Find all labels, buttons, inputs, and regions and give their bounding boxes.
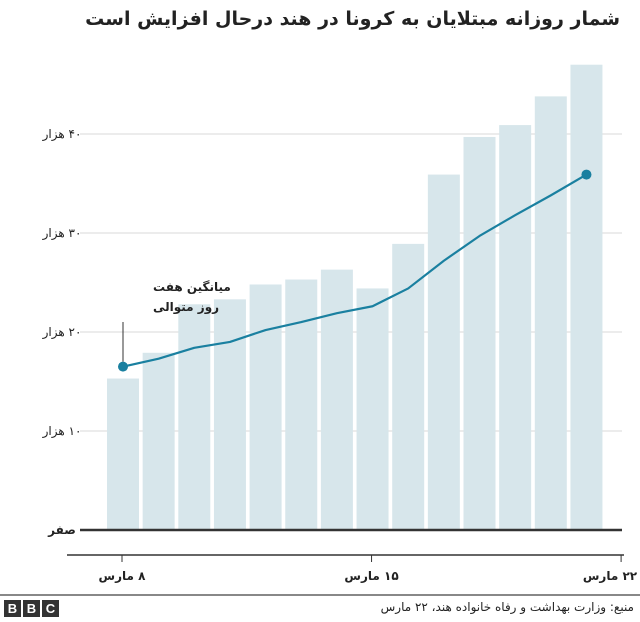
x-tick-label: ۸ مارس	[99, 569, 147, 583]
bar	[427, 174, 460, 530]
y-tick-label: ۳۰ هزار	[42, 226, 82, 241]
bbc-logo-letter: C	[42, 600, 59, 617]
annotation-text: روز متوالی	[153, 300, 219, 315]
bar	[213, 299, 246, 530]
chart-title: شمار روزانه مبتلایان به کرونا در هند درح…	[85, 8, 620, 30]
bar	[285, 279, 318, 530]
bar	[463, 136, 496, 530]
y-tick-label: صفر	[47, 523, 76, 537]
bar	[107, 378, 139, 530]
bar	[534, 96, 567, 530]
bbc-logo: B B C	[4, 600, 59, 617]
bar	[392, 243, 425, 530]
bar	[178, 304, 211, 530]
bbc-logo-letter: B	[23, 600, 40, 617]
bbc-logo-letter: B	[4, 600, 21, 617]
line-start-dot	[118, 361, 128, 372]
bar	[142, 352, 175, 530]
source-note: منبع: وزارت بهداشت و رفاه خانواده هند، ۲…	[380, 600, 634, 614]
bar	[320, 269, 353, 530]
x-tick-label: ۲۲ مارس	[583, 569, 638, 583]
y-tick-label: ۲۰ هزار	[42, 325, 82, 340]
x-tick-label: ۱۵ مارس	[344, 569, 398, 583]
bar	[356, 288, 389, 530]
annotation-text: میانگین هفت	[153, 280, 231, 294]
line-end-dot	[581, 169, 592, 180]
bar	[499, 125, 532, 530]
footer-divider	[0, 594, 640, 596]
y-tick-label: ۱۰ هزار	[42, 424, 82, 439]
bar	[570, 64, 603, 530]
bar	[249, 284, 282, 530]
moving-average-line	[122, 173, 588, 368]
y-tick-label: ۴۰ هزار	[42, 127, 82, 142]
